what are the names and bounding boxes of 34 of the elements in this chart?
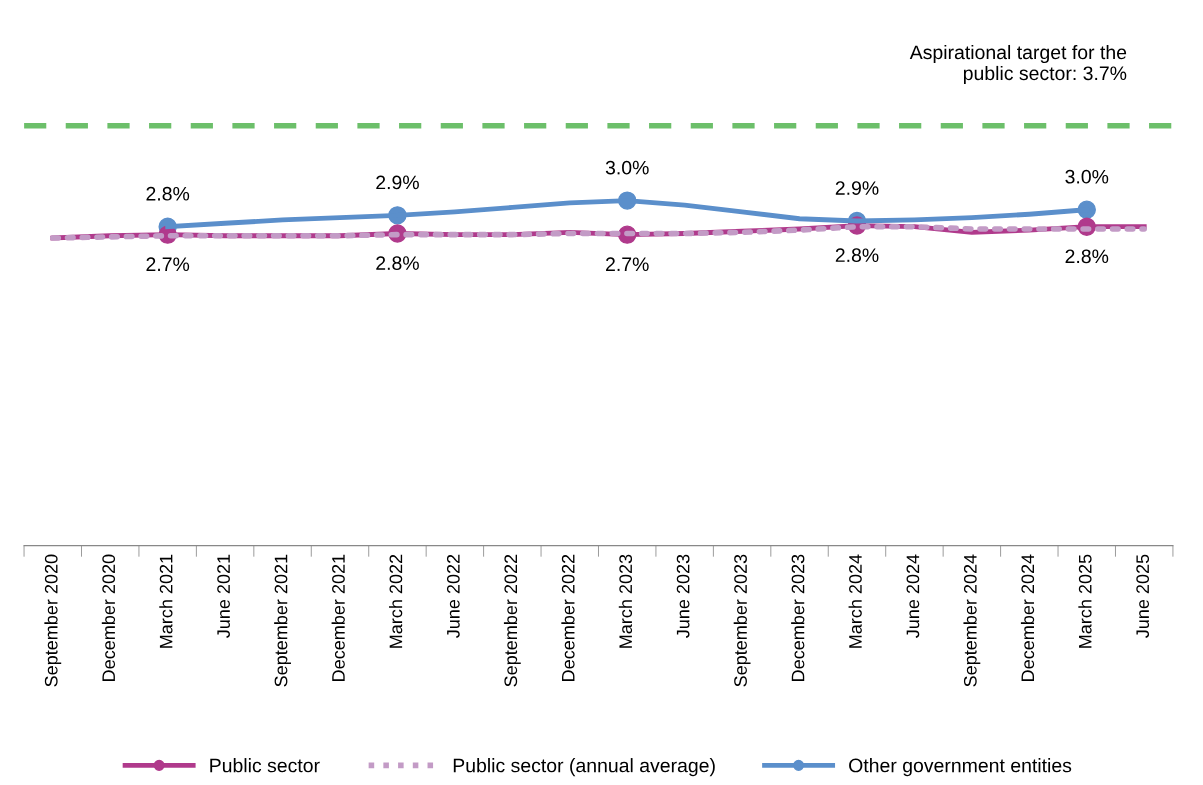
x-tick-label: December 2021 <box>331 554 345 681</box>
legend-label: Other government entities <box>849 758 1072 777</box>
x-tick-label: September 2021 <box>274 554 291 687</box>
legend-label: Public sector <box>210 758 320 773</box>
data-label: 2.7% <box>606 257 649 272</box>
data-label: 2.8% <box>146 186 190 201</box>
x-tick-label: March 2021 <box>159 554 173 648</box>
x-tick-label: June 2023 <box>676 554 690 638</box>
data-label: 2.9% <box>835 181 879 195</box>
x-tick-label: June 2021 <box>217 554 230 638</box>
data-label: 3.0% <box>605 160 649 175</box>
legend-label: Public sector (annual average) <box>453 758 715 777</box>
ref-line-label: Aspirational target for the public sector: 3.7% <box>909 44 1127 85</box>
x-tick-label: March 2022 <box>389 554 403 648</box>
data-label: 3.0% <box>1065 169 1109 184</box>
data-label: 2.7% <box>146 257 190 272</box>
x-tick-label: December 2022 <box>561 554 575 681</box>
x-tick-label: March 2023 <box>618 554 633 648</box>
x-tick-label: June 2022 <box>446 554 460 638</box>
x-tick-label: March 2024 <box>848 554 862 648</box>
x-tick-label: September 2024 <box>963 554 981 687</box>
data-label: 2.8% <box>835 248 879 263</box>
data-label: 2.9% <box>376 175 419 190</box>
data-label: 2.8% <box>1065 249 1109 264</box>
x-tick-label: March 2025 <box>1078 554 1092 648</box>
data-label: 2.8% <box>376 256 419 270</box>
x-tick-label: September 2022 <box>503 554 521 687</box>
x-tick-label: December 2020 <box>101 554 116 681</box>
x-tick-label: September 2020 <box>44 554 62 687</box>
x-tick-label: December 2023 <box>791 554 805 681</box>
x-tick-label: June 2024 <box>906 554 920 638</box>
x-tick-label: June 2025 <box>1136 554 1150 638</box>
x-tick-label: December 2024 <box>1020 554 1035 681</box>
x-tick-label: September 2023 <box>733 554 751 687</box>
